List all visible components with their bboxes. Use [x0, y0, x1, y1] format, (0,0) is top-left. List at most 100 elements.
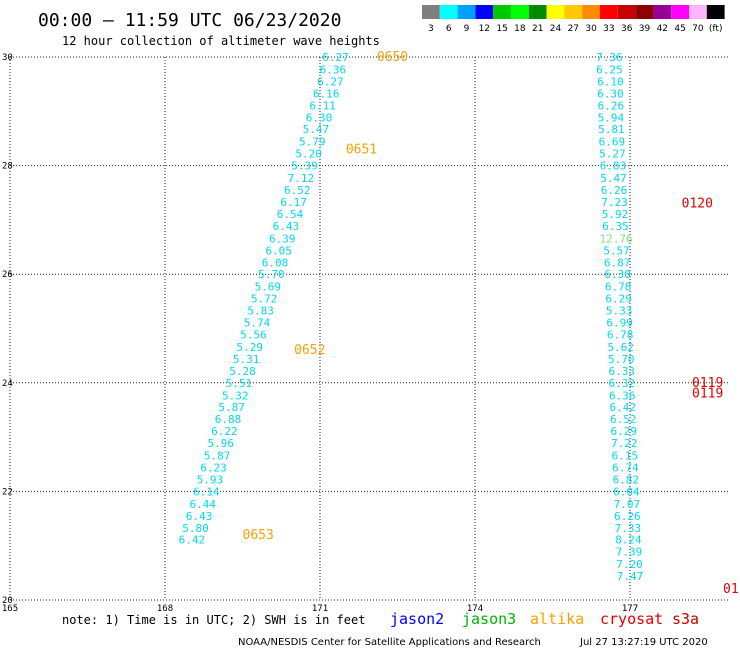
swh-point-label: 5.70 [608, 353, 635, 366]
swh-point-label: 6.25 [596, 63, 623, 76]
colorbar-swatch [582, 5, 600, 19]
swh-point-label: 6.42 [179, 534, 206, 547]
swh-point-label: 5.69 [255, 281, 282, 294]
swh-point-label: 6.32 [608, 377, 635, 390]
swh-point-label: 5.72 [251, 293, 278, 306]
colorbar-swatch [457, 5, 476, 19]
swh-point-label: 5.80 [182, 522, 209, 535]
swh-point-label: 7.36 [596, 51, 623, 64]
satellite-legend: jason2 jason3 altika cryosat s3a [390, 610, 699, 628]
x-tick-label: 168 [157, 604, 173, 614]
pass-time-label: 0119 [692, 387, 723, 402]
footer-note: note: 1) Time is in UTC; 2) SWH is in fe… [62, 613, 365, 627]
x-tick-label: 165 [2, 604, 18, 614]
colorbar-swatch [600, 5, 618, 19]
colorbar-label: 15 [496, 24, 507, 34]
swh-point-label: 5.56 [240, 328, 267, 341]
x-tick-label: 177 [622, 604, 638, 614]
swh-point-label: 6.26 [614, 510, 641, 523]
plot-grid [9, 56, 728, 601]
colorbar-label: 45 [674, 24, 685, 34]
y-tick-label: 28 [2, 162, 13, 172]
swh-point-label: 5.33 [606, 305, 633, 318]
swh-point-label: 6.26 [601, 184, 628, 197]
swh-point-label: 7.47 [617, 570, 644, 583]
swh-point-label: 7.22 [611, 437, 638, 450]
swh-point-label: 6.05 [265, 244, 292, 257]
colorbar-label: (ft) [709, 24, 723, 34]
swh-point-label: 6.26 [598, 99, 625, 112]
swh-point-label: 5.28 [229, 365, 256, 378]
colorbar-swatch [617, 5, 636, 19]
swh-point-label: 6.43 [186, 510, 213, 523]
swh-point-label: 6.82 [613, 473, 640, 486]
swh-point-label: 5.47 [600, 172, 627, 185]
legend-entry-cryosat: cryosat [600, 610, 663, 628]
colorbar-label: 27 [568, 24, 579, 34]
swh-point-label: 6.08 [262, 256, 289, 269]
colorbar-label: 33 [603, 24, 614, 34]
swh-point-label: 6.16 [313, 87, 340, 100]
pass-time-label: 0653 [243, 528, 274, 543]
legend-entry-jason3: jason3 [462, 610, 516, 628]
swh-point-label: 5.92 [602, 208, 629, 221]
swh-point-label: 5.93 [197, 473, 224, 486]
swh-point-label: 5.47 [303, 123, 330, 136]
swh-point-label: 5.27 [599, 148, 626, 161]
swh-point-label: 6.87 [604, 256, 631, 269]
colorbar-label: 6 [446, 24, 452, 34]
colorbar-label: 39 [639, 24, 651, 34]
swh-point-label: 6.30 [604, 268, 631, 281]
colorbar-swatch [439, 5, 458, 19]
swh-point-label: 12.76 [599, 232, 632, 245]
pass-time-label: 0119 [692, 376, 723, 391]
swh-point-label: 6.83 [600, 160, 627, 173]
data-points: 6.276.366.276.166.116.305.475.795.205.39… [179, 51, 644, 583]
swh-point-label: 6.52 [284, 184, 311, 197]
swh-point-label: 5.32 [222, 389, 249, 402]
colorbar-label: 30 [585, 24, 597, 34]
legend-entry-s3a: s3a [672, 610, 699, 628]
swh-point-label: 5.39 [291, 160, 318, 173]
colorbar-label: 42 [657, 24, 668, 34]
swh-point-label: 6.52 [610, 413, 637, 426]
chart-title: 00:00 – 11:59 UTC 06/23/2020 [38, 10, 341, 31]
swh-point-label: 6.69 [599, 136, 626, 149]
swh-point-label: 6.10 [597, 75, 624, 88]
colorbar-swatch [422, 5, 440, 19]
swh-point-label: 6.23 [200, 462, 227, 475]
colorbar-label: 24 [550, 24, 562, 34]
pass-time-label: 0650 [377, 50, 408, 65]
swh-point-label: 5.31 [233, 353, 260, 366]
swh-point-label: 7.12 [288, 172, 315, 185]
x-tick-label: 171 [312, 604, 328, 614]
colorbar-swatch [546, 5, 565, 19]
swh-point-label: 7.39 [616, 546, 643, 559]
y-tick-label: 26 [2, 270, 13, 280]
swh-point-label: 5.20 [295, 148, 322, 161]
colorbar-swatch [635, 5, 654, 19]
colorbar-swatch [493, 5, 511, 19]
pass-time-label: 0118 [723, 582, 740, 597]
swh-point-label: 6.54 [277, 208, 304, 221]
swh-point-label: 6.74 [612, 462, 639, 475]
swh-point-label: 6.30 [597, 87, 624, 100]
swh-point-label: 5.51 [226, 377, 253, 390]
axis-labels: 165 168 171 174 177 20 22 24 26 28 30 [2, 53, 638, 614]
footer-credit: NOAA/NESDIS Center for Satellite Applica… [238, 637, 541, 648]
swh-point-label: 7.07 [614, 498, 641, 511]
swh-point-label: 6.11 [309, 99, 336, 112]
swh-point-label: 5.87 [204, 450, 231, 463]
swh-point-label: 5.29 [236, 341, 263, 354]
colorbar-swatch [671, 5, 689, 19]
colorbar-label: 70 [692, 24, 704, 34]
chart-subtitle: 12 hour collection of altimeter wave hei… [62, 34, 380, 48]
swh-point-label: 7.20 [616, 558, 643, 571]
swh-point-label: 6.15 [612, 450, 639, 463]
swh-point-label: 5.96 [208, 437, 235, 450]
y-tick-label: 22 [2, 487, 13, 497]
swh-point-label: 6.43 [273, 220, 300, 233]
colorbar-label: 9 [464, 24, 470, 34]
